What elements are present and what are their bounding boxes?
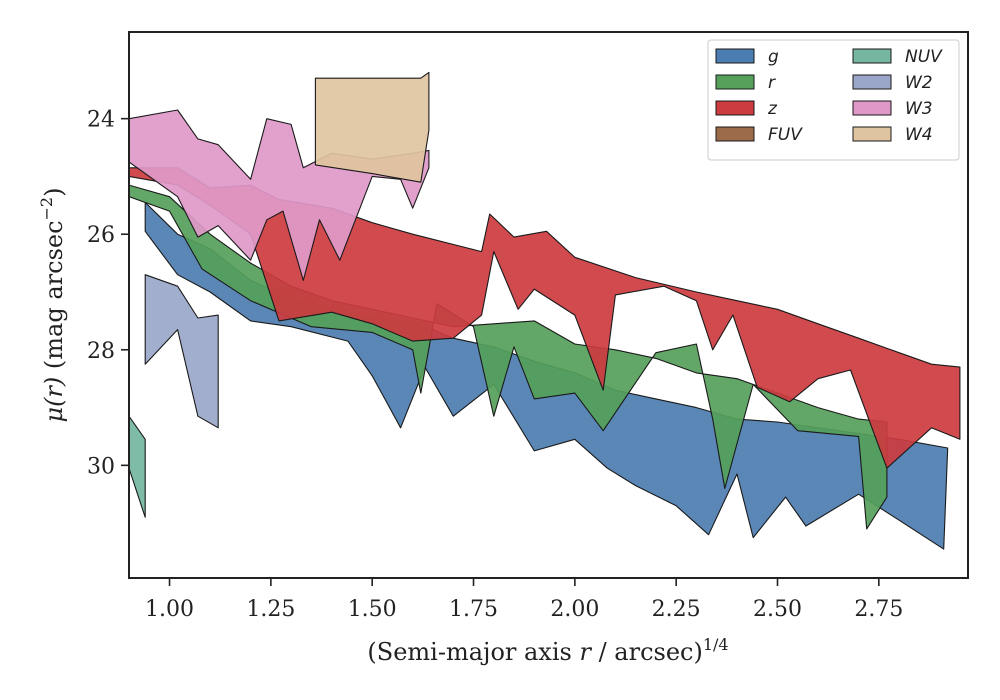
series-layer (129, 71, 961, 550)
series-band-nuv (129, 415, 146, 518)
legend-swatch-g (715, 48, 755, 64)
legend-swatch-z (715, 100, 755, 116)
legend-label-w4: W4 (905, 125, 933, 145)
y-tick-label: 30 (87, 454, 115, 479)
legend-swatch-w3 (852, 100, 892, 116)
x-axis-ticks: 1.00 1.25 1.50 1.75 2.00 2.25 2.50 2.75 (145, 578, 903, 622)
x-tick-label: 1.25 (246, 597, 295, 622)
series-band-w2 (144, 274, 219, 429)
x-tick-label: 1.50 (348, 597, 397, 622)
x-tick-label: 2.50 (753, 597, 802, 622)
legend: grz FUV NUV W2 W3 W4 (707, 39, 960, 161)
legend-label-nuv: NUV (905, 47, 943, 67)
legend-swatch-r (715, 74, 755, 90)
x-tick-label: 1.75 (449, 597, 498, 622)
series-band-w4 (314, 71, 430, 183)
y-tick-label: 26 (87, 223, 115, 248)
x-tick-label: 2.75 (854, 597, 903, 622)
legend-label-fuv: FUV (768, 125, 803, 145)
legend-swatch-nuv (852, 48, 892, 64)
y-axis-label: μ(r) (mag arcsec−2) (37, 188, 68, 423)
legend-label-w3: W3 (905, 99, 933, 119)
y-tick-label: 28 (87, 339, 115, 364)
legend-box (707, 39, 960, 161)
y-axis-ticks: 24 26 28 30 (87, 108, 129, 479)
series-band-w3 (129, 109, 430, 281)
plot-frame (128, 31, 969, 579)
x-tick-label: 1.00 (145, 597, 194, 622)
x-tick-label: 2.00 (550, 597, 599, 622)
x-axis-label: (Semi-major axis r / arcsec)1/4 (367, 635, 728, 666)
legend-swatch-w4 (852, 126, 892, 142)
legend-swatch-w2 (852, 74, 892, 90)
x-tick-label: 2.25 (652, 597, 701, 622)
legend-label-w2: W2 (905, 73, 933, 93)
legend-label-r: r (768, 73, 776, 93)
legend-label-g: g (768, 47, 779, 67)
legend-label-z: z (767, 99, 778, 119)
legend-swatch-fuv (715, 126, 755, 142)
y-tick-label: 24 (87, 108, 115, 133)
